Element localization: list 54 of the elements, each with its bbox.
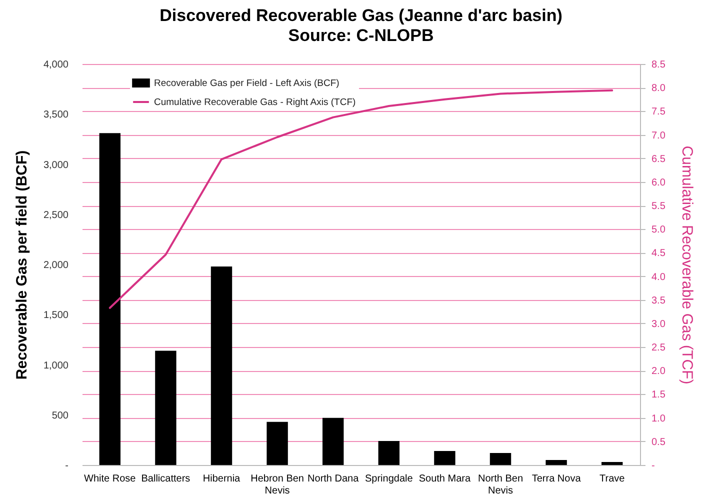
- y2-tick-label: -: [652, 460, 655, 472]
- bar: [99, 133, 120, 465]
- y-tick-label: 2,500: [43, 210, 69, 221]
- bar: [210, 266, 232, 465]
- y2-tick-label: 7.0: [652, 130, 666, 142]
- chart-title: Discovered Recoverable Gas (Jeanne d'arc basin): [160, 6, 562, 25]
- y2-tick-label: 7.5: [652, 106, 666, 118]
- y-tick-label: 1,500: [43, 310, 69, 322]
- legend-label: Recoverable Gas per Field - Left Axis (BCF): [154, 78, 340, 89]
- x-tick-label: Hibernia: [202, 474, 241, 484]
- x-tick-label: Ballicatters: [141, 474, 190, 484]
- bar: [602, 462, 623, 465]
- y2-tick-label: 2.5: [652, 342, 666, 354]
- y-tick-label: 3,000: [43, 160, 69, 171]
- y2-tick-label: 1.0: [652, 413, 666, 424]
- y2-tick-label: 4.0: [652, 272, 666, 283]
- x-tick-label: South Mara: [418, 474, 471, 484]
- bar: [266, 422, 288, 465]
- x-tick-label: Springdale: [364, 474, 414, 484]
- y-tick-label: 1,000: [43, 360, 69, 372]
- y2-tick-label: 3.0: [652, 318, 666, 330]
- bar: [378, 440, 400, 465]
- y2-tick-label: 8.0: [652, 83, 666, 94]
- y2-tick-label: 1.5: [652, 390, 666, 401]
- x-tick-label: Trave: [600, 474, 626, 484]
- legend-label: Cumulative Recoverable Gas - Right Axis (TCF): [154, 97, 356, 108]
- y2-tick-label: 6.5: [652, 154, 666, 165]
- y-tick-label: 2,000: [43, 260, 69, 271]
- y2-tick-label: 2.0: [652, 366, 666, 378]
- y-tick-label: 4,000: [43, 60, 69, 70]
- y-axis-title: Recoverable Gas per field (BCF): [13, 150, 30, 380]
- bar: [546, 460, 567, 465]
- y2-tick-label: 5.5: [652, 201, 666, 212]
- x-tick-label: White Rose: [84, 474, 136, 484]
- bar: [155, 350, 176, 465]
- y-tick-label: 3,500: [43, 110, 69, 121]
- x-tick-label: North Ben Nevis: [478, 474, 524, 496]
- y2-tick-label: 3.5: [652, 295, 666, 306]
- x-tick-label: Hebron Ben Nevis: [250, 474, 304, 496]
- y-tick-label: -: [65, 460, 68, 472]
- bar: [434, 450, 456, 465]
- chart-subtitle: Source: C-NLOPB: [288, 26, 434, 45]
- bar: [322, 418, 344, 465]
- x-tick-label: Terra Nova: [532, 474, 582, 484]
- y2-tick-label: 6.0: [652, 177, 666, 188]
- x-tick-label: North Dana: [308, 474, 360, 484]
- y2-tick-label: 4.5: [652, 248, 666, 260]
- y-tick-label: 500: [52, 410, 69, 422]
- bar: [490, 452, 512, 465]
- y2-tick-label: 5.0: [652, 224, 666, 236]
- line-series: [108, 89, 614, 309]
- y2-axis-title: Cumulative Recoverable Gas (TCF): [678, 146, 696, 384]
- y2-tick-label: 0.5: [652, 436, 666, 448]
- y2-tick-label: 8.5: [652, 60, 666, 70]
